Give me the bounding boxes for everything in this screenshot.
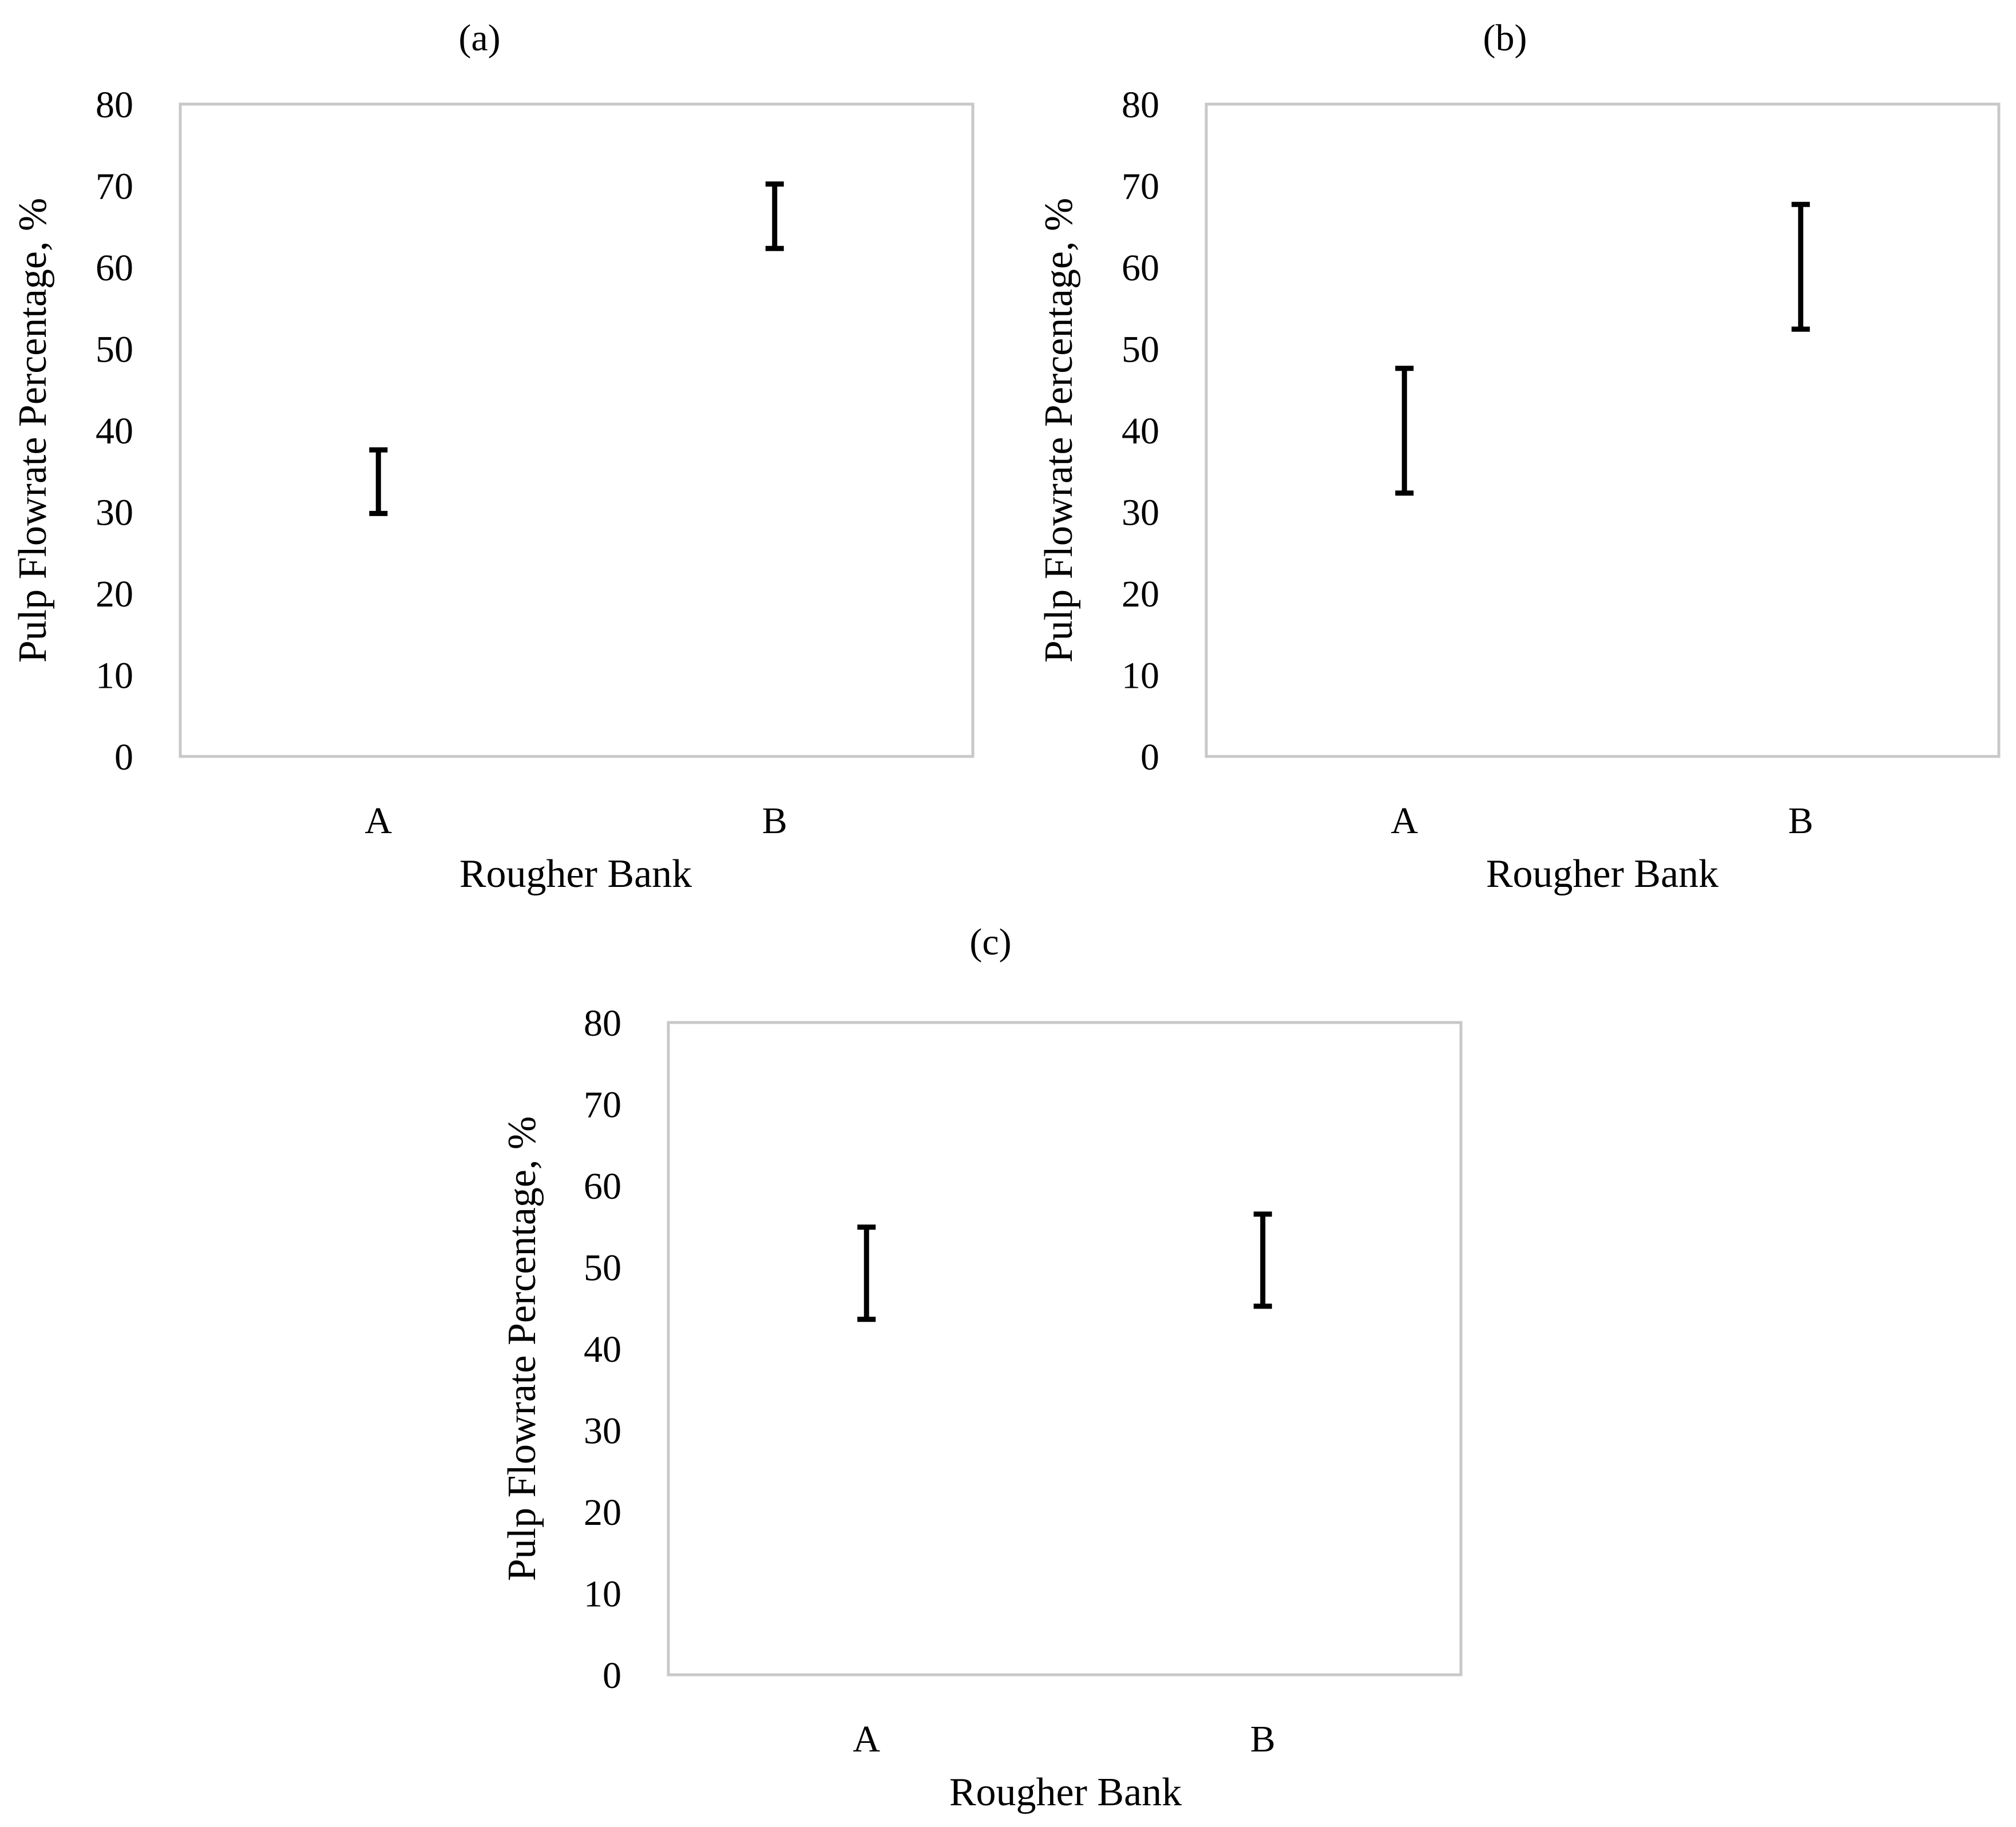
- plot-frame: [1205, 102, 2001, 758]
- error-bar-a: [1395, 366, 1414, 496]
- y-tick-label: 20: [584, 1492, 621, 1533]
- y-tick-label: 20: [1122, 573, 1159, 615]
- y-tick-label: 70: [96, 166, 133, 208]
- x-axis-title: Rougher Bank: [949, 1770, 1182, 1814]
- y-tick-label: 60: [1122, 247, 1159, 289]
- panel-label: (c): [969, 921, 1011, 963]
- y-axis-title: Pulp Flowrate Percentage, %: [500, 1116, 544, 1582]
- y-tick-label: 70: [584, 1084, 621, 1126]
- x-tick-label: B: [1788, 800, 1813, 842]
- chart-panel-b: (b) Pulp Flowrate Percentage, % Rougher …: [1037, 17, 2001, 896]
- y-tick-label: 80: [96, 84, 133, 126]
- y-tick-label: 20: [96, 573, 133, 615]
- y-tick-label: 70: [1122, 166, 1159, 208]
- y-tick-label: 0: [1140, 736, 1159, 778]
- plot-frame: [179, 102, 975, 758]
- y-tick-label: 0: [603, 1655, 621, 1697]
- error-bar-b: [1253, 1211, 1272, 1309]
- x-axis-title: Rougher Bank: [460, 852, 692, 896]
- y-tick-label: 30: [1122, 492, 1159, 534]
- y-tick-label: 10: [584, 1574, 621, 1615]
- x-tick-label: A: [365, 800, 392, 842]
- x-tick-label: A: [853, 1718, 880, 1760]
- y-tick-label: 60: [584, 1166, 621, 1207]
- plot-frame: [667, 1021, 1463, 1677]
- y-axis-title: Pulp Flowrate Percentage, %: [1037, 198, 1081, 663]
- y-tick-label: 30: [584, 1410, 621, 1452]
- chart-panel-a: (a) Pulp Flowrate Percentage, % Rougher …: [11, 17, 975, 896]
- error-bar-a: [857, 1224, 876, 1322]
- x-tick-label: A: [1391, 800, 1418, 842]
- y-tick-label: 80: [1122, 84, 1159, 126]
- y-tick-label: 40: [96, 410, 133, 452]
- panel-label: (b): [1483, 17, 1527, 59]
- y-tick-label: 80: [584, 1002, 621, 1044]
- error-bar-b: [1791, 201, 1810, 332]
- x-axis-title: Rougher Bank: [1486, 852, 1718, 896]
- x-tick-label: B: [762, 800, 787, 842]
- y-tick-label: 10: [1122, 655, 1159, 697]
- x-tick-label: B: [1250, 1718, 1276, 1760]
- y-tick-label: 0: [114, 736, 133, 778]
- y-tick-label: 50: [96, 329, 133, 371]
- error-bar-a: [369, 447, 388, 516]
- y-axis-title: Pulp Flowrate Percentage, %: [11, 198, 55, 663]
- y-tick-label: 60: [96, 247, 133, 289]
- y-tick-label: 40: [1122, 410, 1159, 452]
- chart-panel-c: (c) Pulp Flowrate Percentage, % Rougher …: [500, 921, 1463, 1814]
- y-tick-label: 50: [1122, 329, 1159, 371]
- y-tick-label: 30: [96, 492, 133, 534]
- y-tick-label: 40: [584, 1329, 621, 1370]
- y-tick-label: 10: [96, 655, 133, 697]
- error-bar-b: [765, 181, 784, 251]
- panel-label: (a): [458, 17, 500, 59]
- y-tick-label: 50: [584, 1247, 621, 1289]
